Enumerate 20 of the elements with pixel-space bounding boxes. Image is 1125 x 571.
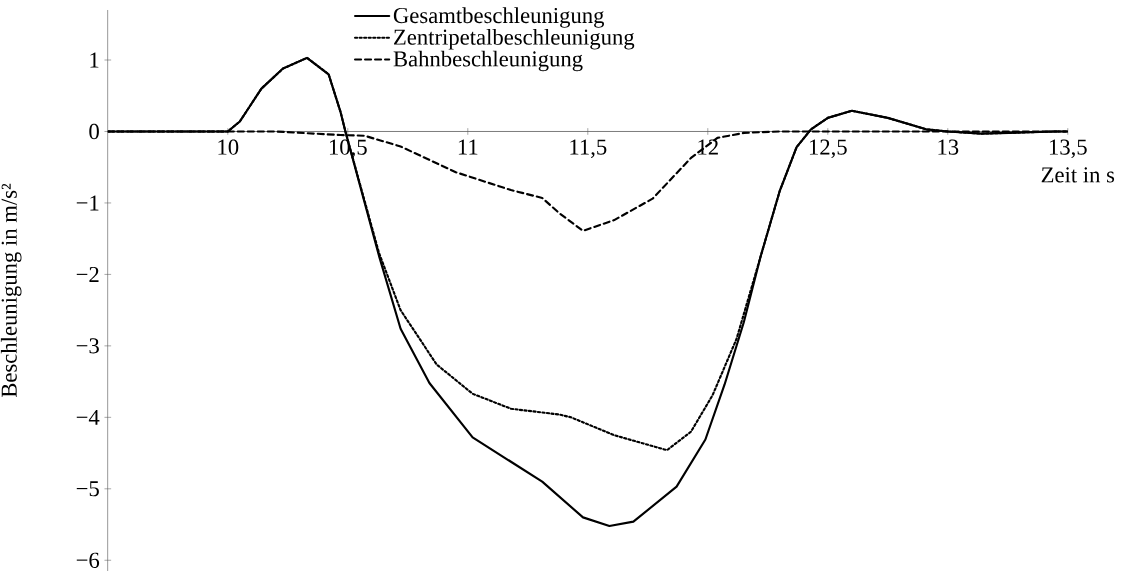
x-tick-label: 13 [938,139,959,155]
x-tick-label: 13,5 [1049,139,1087,159]
x-tick-label: 11 [458,139,478,155]
x-tick-label: 11,5 [570,139,607,158]
y-tick-label: −1 [76,195,99,211]
y-tick-label: 0 [89,123,99,140]
y-tick-label: −5 [76,481,99,497]
legend-label: Bahnbeschleunigung [393,50,583,72]
y-axis-title: Beschleunigung in m/s² [0,183,22,398]
legend-label: Gesamtbeschleunigung [393,7,605,28]
x-tick-label: 10 [218,139,239,155]
x-tick-label: 12,5 [809,139,847,159]
x-axis-title: Zeit in s [1041,167,1115,183]
y-tick-label: −2 [76,266,99,282]
y-tick-label: 1 [90,52,99,68]
y-tick-label: −4 [76,409,100,425]
legend-label: Zentripetalbeschleunigung [394,28,635,50]
x-tick-label: 12 [698,139,718,155]
y-tick-label: −3 [76,338,99,354]
y-tick-label: −6 [76,552,100,568]
